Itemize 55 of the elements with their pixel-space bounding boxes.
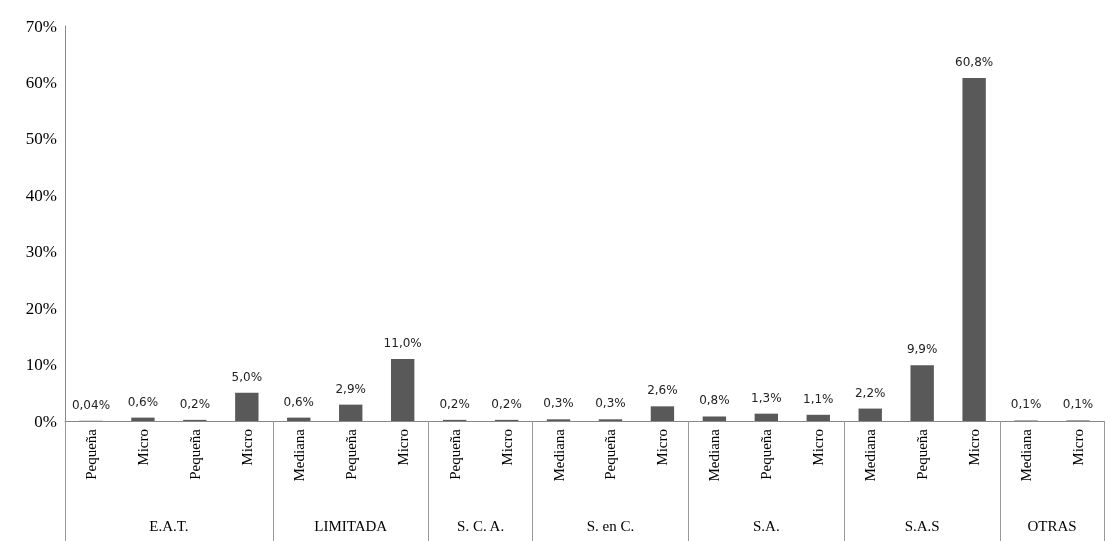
x-tick-label: Mediana	[862, 428, 879, 482]
data-label: 0,2%	[491, 396, 522, 411]
x-tick-label: Mediana	[290, 428, 307, 482]
data-label: 0,3%	[543, 396, 574, 411]
x-tick-label: Micro	[498, 429, 515, 466]
y-tick-label: 60%	[25, 72, 57, 92]
x-tick-label: Micro	[238, 429, 255, 466]
y-tick-label: 40%	[25, 185, 57, 205]
data-label: 1,3%	[751, 390, 782, 405]
data-label: 0,04%	[71, 397, 111, 412]
x-tick-label: Micro	[134, 429, 151, 466]
data-label: 0,2%	[179, 396, 211, 411]
x-tick-label: Pequeña	[186, 428, 203, 480]
text: S.A.	[752, 517, 780, 534]
data-label: 5,0%	[231, 369, 263, 384]
text: S. C. A.	[457, 517, 505, 534]
y-tick-label: 50%	[25, 129, 57, 149]
data-label: 11,0%	[383, 335, 422, 350]
text: LIMITADA	[314, 517, 388, 534]
data-label: 0,2%	[439, 396, 470, 411]
data-label: 0,1%	[1010, 397, 1042, 412]
x-tick-label: Pequeña	[342, 428, 359, 480]
x-tick-label: Micro	[966, 429, 983, 466]
x-tick-label: Mediana	[706, 428, 723, 482]
x-tick-label: Mediana	[550, 428, 567, 482]
y-tick-label: 10%	[25, 355, 57, 375]
text: E.A.T.	[149, 517, 189, 534]
x-tick-label: Mediana	[1018, 428, 1035, 482]
x-tick-label: Pequeña	[758, 428, 775, 480]
x-tick-label: Pequeña	[82, 428, 99, 480]
data-label: 0,1%	[1062, 397, 1094, 412]
data-label: 9,9%	[906, 342, 938, 357]
text: S. en C.	[586, 517, 635, 534]
data-label: 2,6%	[647, 383, 678, 398]
y-tick-label: 0%	[34, 411, 57, 431]
x-tick-label: Micro	[810, 429, 827, 466]
data-label: 60,8%	[955, 54, 994, 69]
data-label: 0,6%	[283, 394, 315, 409]
data-label: 0,3%	[595, 396, 626, 411]
x-tick-label: Pequeña	[602, 428, 619, 480]
y-tick-label: 20%	[25, 298, 57, 318]
data-label: 2,9%	[335, 381, 366, 396]
x-tick-label: Micro	[1070, 429, 1087, 466]
data-label: 2,2%	[854, 385, 886, 400]
data-label: 0,6%	[127, 394, 159, 409]
data-label: 0,8%	[699, 393, 730, 408]
text: OTRAS	[1027, 517, 1077, 534]
data-label: 1,1%	[803, 391, 834, 406]
x-tick-label: Micro	[654, 429, 671, 466]
x-tick-label: Micro	[394, 429, 411, 466]
y-tick-label: 70%	[25, 16, 57, 36]
x-tick-label: Pequeña	[446, 428, 463, 480]
text: S.A.S	[904, 517, 940, 534]
x-tick-label: Pequeña	[914, 428, 931, 480]
y-tick-label: 30%	[25, 242, 57, 262]
